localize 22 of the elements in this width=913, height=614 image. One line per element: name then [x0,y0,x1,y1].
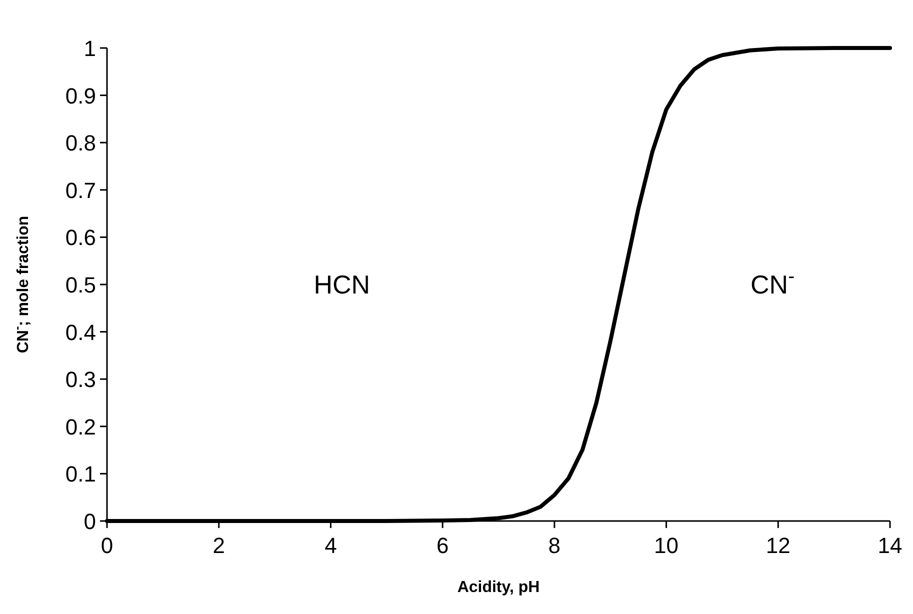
x-axis-title: Acidity, pH [457,579,540,596]
x-tick-label: 2 [212,533,225,558]
x-tick-label: 0 [100,533,114,558]
y-tick-label: 1 [84,36,96,61]
y-tick-label: 0.5 [65,272,96,298]
y-tick-label: 0.8 [65,130,96,156]
x-tick-label: 8 [548,533,561,558]
annotation: HCN [314,270,370,300]
x-tick-label: 10 [654,533,679,558]
y-tick-label: 0.1 [65,462,96,487]
y-tick-label: 0 [84,509,96,534]
x-tick-label: 12 [766,533,790,558]
annotation: CN$^{-}$ [750,266,795,300]
y-tick-label: 0.4 [65,320,96,345]
y-tick-label: 0.3 [65,367,96,392]
x-tick-label: 6 [436,533,449,558]
x-tick-label: 14 [878,533,902,558]
x-tick-label: 4 [324,533,337,558]
y-tick-label: 0.6 [65,225,96,250]
y-tick-label: 0.2 [65,414,96,440]
y-tick-label: 0.9 [65,83,96,108]
y-tick-label: 0.7 [65,178,96,203]
